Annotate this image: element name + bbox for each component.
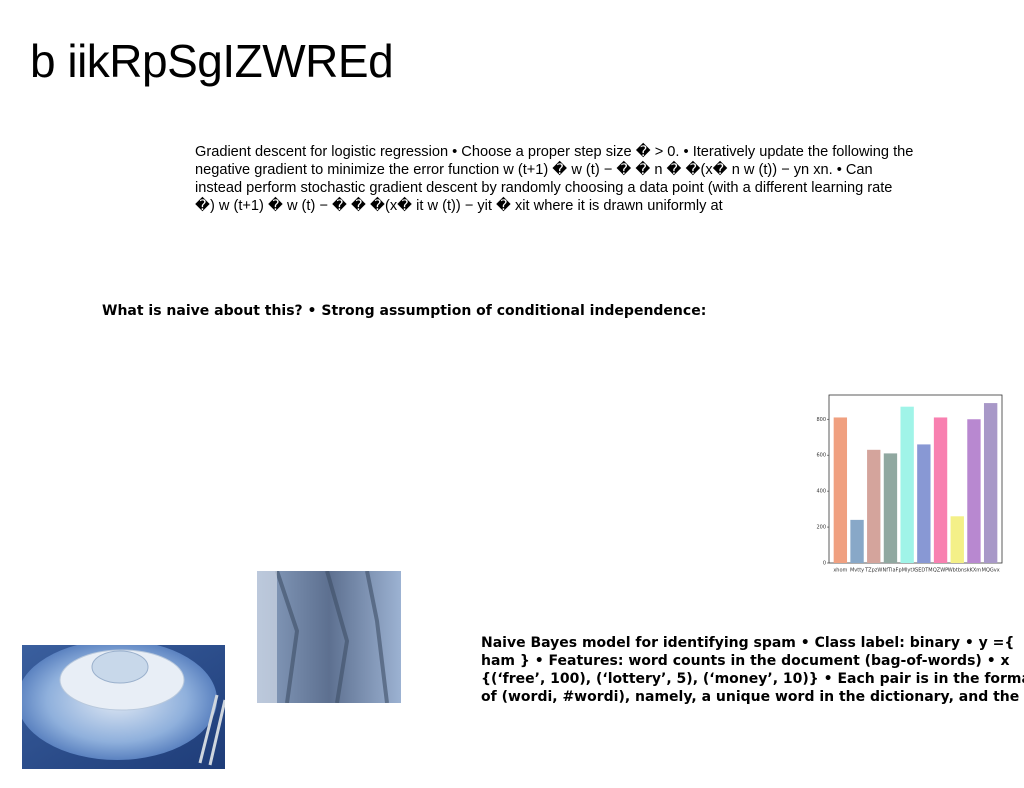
x-tick-label: pMlytX <box>899 568 917 574</box>
bar <box>850 519 864 563</box>
slide-title: b iikRpSgIZWREd <box>30 35 394 87</box>
x-tick-label: Wbtbns <box>948 568 967 574</box>
x-tick-label: NfTlaF <box>883 568 899 574</box>
bar <box>900 406 914 563</box>
plate-photo <box>22 645 225 769</box>
bold-paragraph: Naive Bayes model for identifying spam •… <box>481 635 1024 705</box>
bar <box>883 453 898 563</box>
x-tick-label: xhom <box>833 568 847 574</box>
bold-line: What is naive about this? • Strong assum… <box>102 303 707 319</box>
x-tick-label: Mvtty <box>850 568 864 574</box>
x-tick-label: TZpzW <box>864 568 882 574</box>
bar <box>950 516 964 563</box>
y-tick-label: 400 <box>816 489 826 495</box>
x-tick-label: SEDTM <box>915 568 933 574</box>
bar <box>833 417 848 563</box>
bar-chart: 0 200 400 600 800 xhom Mvtty TZpzW NfTlaF pMlytX S… <box>816 394 1003 574</box>
plot-frame <box>828 394 1003 564</box>
bar <box>967 419 981 563</box>
bar <box>933 417 948 563</box>
x-tick-label: MQGvx <box>982 568 1000 574</box>
rock-photo <box>257 571 401 703</box>
x-tick-label: kKXm <box>967 568 982 574</box>
x-tick-label: QZWP <box>933 568 948 574</box>
bar <box>917 444 931 563</box>
bar <box>983 403 998 563</box>
y-tick-label: 800 <box>816 417 826 423</box>
y-tick-label: 0 <box>823 561 826 567</box>
bar <box>867 449 881 563</box>
y-tick-label: 600 <box>816 453 826 459</box>
y-tick-label: 200 <box>816 525 826 531</box>
paragraph: Gradient descent for logistic regression… <box>195 144 914 214</box>
